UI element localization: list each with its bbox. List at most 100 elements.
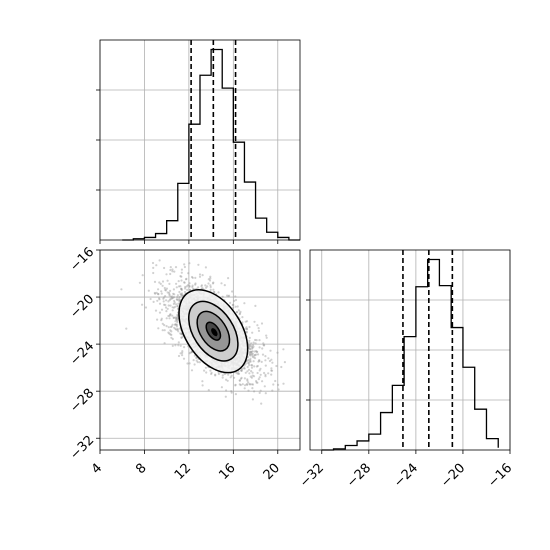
scatter-point <box>220 282 223 285</box>
scatter-point <box>264 359 267 362</box>
scatter-point <box>197 286 200 289</box>
scatter-point <box>243 377 246 380</box>
scatter-point <box>240 369 243 372</box>
scatter-point <box>230 390 233 393</box>
scatter-point <box>244 320 247 323</box>
scatter-point <box>258 339 261 342</box>
scatter-point <box>206 285 209 288</box>
scatter-point <box>168 282 171 285</box>
yhist-histogram-step <box>321 258 499 451</box>
scatter-point <box>167 304 170 307</box>
scatter-point <box>234 298 238 302</box>
scatter-point <box>179 285 182 288</box>
scatter-point <box>250 347 254 350</box>
joint-xtick-label-0: 4 <box>89 461 105 477</box>
scatter-point <box>209 277 212 280</box>
scatter-point <box>138 281 141 284</box>
scatter-point <box>174 316 177 319</box>
scatter-point <box>245 330 248 333</box>
scatter-point <box>161 284 164 287</box>
scatter-point <box>194 283 197 286</box>
scatter-point <box>234 295 237 298</box>
scatter-point <box>141 303 144 306</box>
scatter-point <box>241 367 244 370</box>
scatter-point <box>282 348 285 351</box>
scatter-point <box>172 292 175 295</box>
scatter-point <box>176 305 179 308</box>
yhist-xtick-label-0: −32 <box>297 461 327 491</box>
scatter-point <box>191 276 194 279</box>
scatter-point <box>248 352 251 355</box>
scatter-point <box>153 291 156 295</box>
scatter-point <box>175 282 178 285</box>
scatter-point <box>274 379 277 383</box>
scatter-point <box>250 352 253 355</box>
scatter-point <box>246 379 249 382</box>
scatter-point <box>270 369 274 372</box>
scatter-point <box>169 329 172 332</box>
scatter-point <box>255 350 258 353</box>
scatter-point <box>209 285 212 289</box>
scatter-point <box>180 336 183 339</box>
scatter-point <box>249 359 252 362</box>
scatter-point <box>177 341 180 344</box>
scatter-point <box>239 310 242 313</box>
scatter-point <box>249 354 252 357</box>
scatter-point <box>173 270 176 273</box>
scatter-point <box>247 361 250 365</box>
scatter-point <box>181 350 184 353</box>
scatter-point <box>152 271 155 275</box>
scatter-point <box>183 263 186 266</box>
scatter-point <box>250 383 253 386</box>
scatter-point <box>256 324 259 327</box>
scatter-point <box>227 373 230 376</box>
scatter-point <box>175 325 178 328</box>
scatter-point <box>175 323 178 326</box>
scatter-point <box>175 303 178 306</box>
scatter-point <box>180 336 183 339</box>
scatter-point <box>177 344 180 347</box>
scatter-point <box>176 313 179 317</box>
scatter-point <box>168 294 171 297</box>
scatter-point <box>249 351 252 354</box>
scatter-point <box>174 305 177 308</box>
scatter-point <box>190 275 194 279</box>
scatter-point <box>248 360 251 363</box>
scatter-point <box>247 368 251 371</box>
scatter-point <box>233 376 236 379</box>
scatter-point <box>195 356 198 360</box>
scatter-point <box>225 389 228 392</box>
scatter-point <box>238 379 241 382</box>
scatter-point <box>165 287 168 290</box>
scatter-point <box>263 344 266 347</box>
scatter-point <box>160 319 163 322</box>
x-histogram-panel <box>96 39 301 244</box>
scatter-point <box>179 275 182 278</box>
scatter-point <box>154 292 157 295</box>
scatter-point <box>248 336 251 339</box>
scatter-point <box>171 268 174 271</box>
scatter-point <box>246 383 249 386</box>
scatter-point <box>247 381 250 384</box>
scatter-point <box>174 327 177 330</box>
scatter-point <box>168 332 171 335</box>
scatter-point <box>160 317 163 320</box>
scatter-point <box>164 303 167 307</box>
scatter-point <box>235 311 238 314</box>
scatter-point <box>229 376 232 379</box>
scatter-point <box>163 324 166 327</box>
scatter-point <box>177 302 180 305</box>
scatter-point <box>236 372 239 375</box>
scatter-point <box>198 275 202 278</box>
scatter-point <box>162 296 165 299</box>
scatter-point <box>175 323 179 326</box>
scatter-point <box>162 300 165 303</box>
scatter-point <box>270 367 273 370</box>
joint-xtick-label-3: 16 <box>216 461 238 483</box>
scatter-point <box>168 299 171 302</box>
scatter-point <box>230 391 233 394</box>
scatter-point <box>261 380 264 383</box>
scatter-point <box>234 393 237 396</box>
scatter-point <box>203 369 206 372</box>
yhist-xtick-label-3: −20 <box>438 461 468 491</box>
